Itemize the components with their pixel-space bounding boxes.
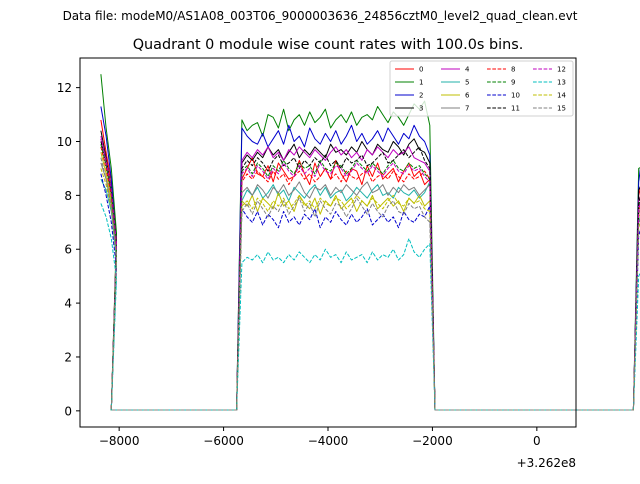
legend-label-0: 0 <box>419 66 423 74</box>
legend-label-2: 2 <box>419 92 423 100</box>
legend-label-11: 11 <box>511 105 520 113</box>
series-line-15 <box>100 157 640 411</box>
x-tick-label: −6000 <box>203 434 244 448</box>
legend-label-5: 5 <box>465 79 469 87</box>
legend-label-15: 15 <box>557 105 566 113</box>
legend-box <box>389 60 574 117</box>
plot-area: −8000 −6000 −4000 −2000 00246810120123456789… <box>57 57 640 448</box>
legend-label-1: 1 <box>419 79 423 87</box>
y-tick-label: 6 <box>64 243 72 257</box>
y-tick-label: 12 <box>57 81 72 95</box>
x-offset-label: +3.262e8 <box>517 456 576 470</box>
x-tick-label: −8000 <box>99 434 140 448</box>
figure-suptitle: Data file: modeM0/AS1A08_003T06_90000036… <box>63 9 578 23</box>
legend-label-12: 12 <box>557 66 566 74</box>
x-tick-label: −4000 <box>308 434 349 448</box>
legend-label-8: 8 <box>511 66 515 74</box>
legend-label-9: 9 <box>511 79 515 87</box>
legend-label-6: 6 <box>465 92 470 100</box>
x-tick-label: −2000 <box>412 434 453 448</box>
legend-label-13: 13 <box>557 79 566 87</box>
y-tick-label: 2 <box>64 350 72 364</box>
y-tick-label: 10 <box>57 135 72 149</box>
y-tick-label: 4 <box>64 297 72 311</box>
legend-label-3: 3 <box>419 105 423 113</box>
y-tick-label: 0 <box>64 404 72 418</box>
legend-label-14: 14 <box>557 92 566 100</box>
x-tick-label: 0 <box>533 434 541 448</box>
y-tick-label: 8 <box>64 189 72 203</box>
legend-label-7: 7 <box>465 105 469 113</box>
legend-label-4: 4 <box>465 66 470 74</box>
legend-label-10: 10 <box>511 92 520 100</box>
chart-title: Quadrant 0 module wise count rates with … <box>133 37 524 53</box>
